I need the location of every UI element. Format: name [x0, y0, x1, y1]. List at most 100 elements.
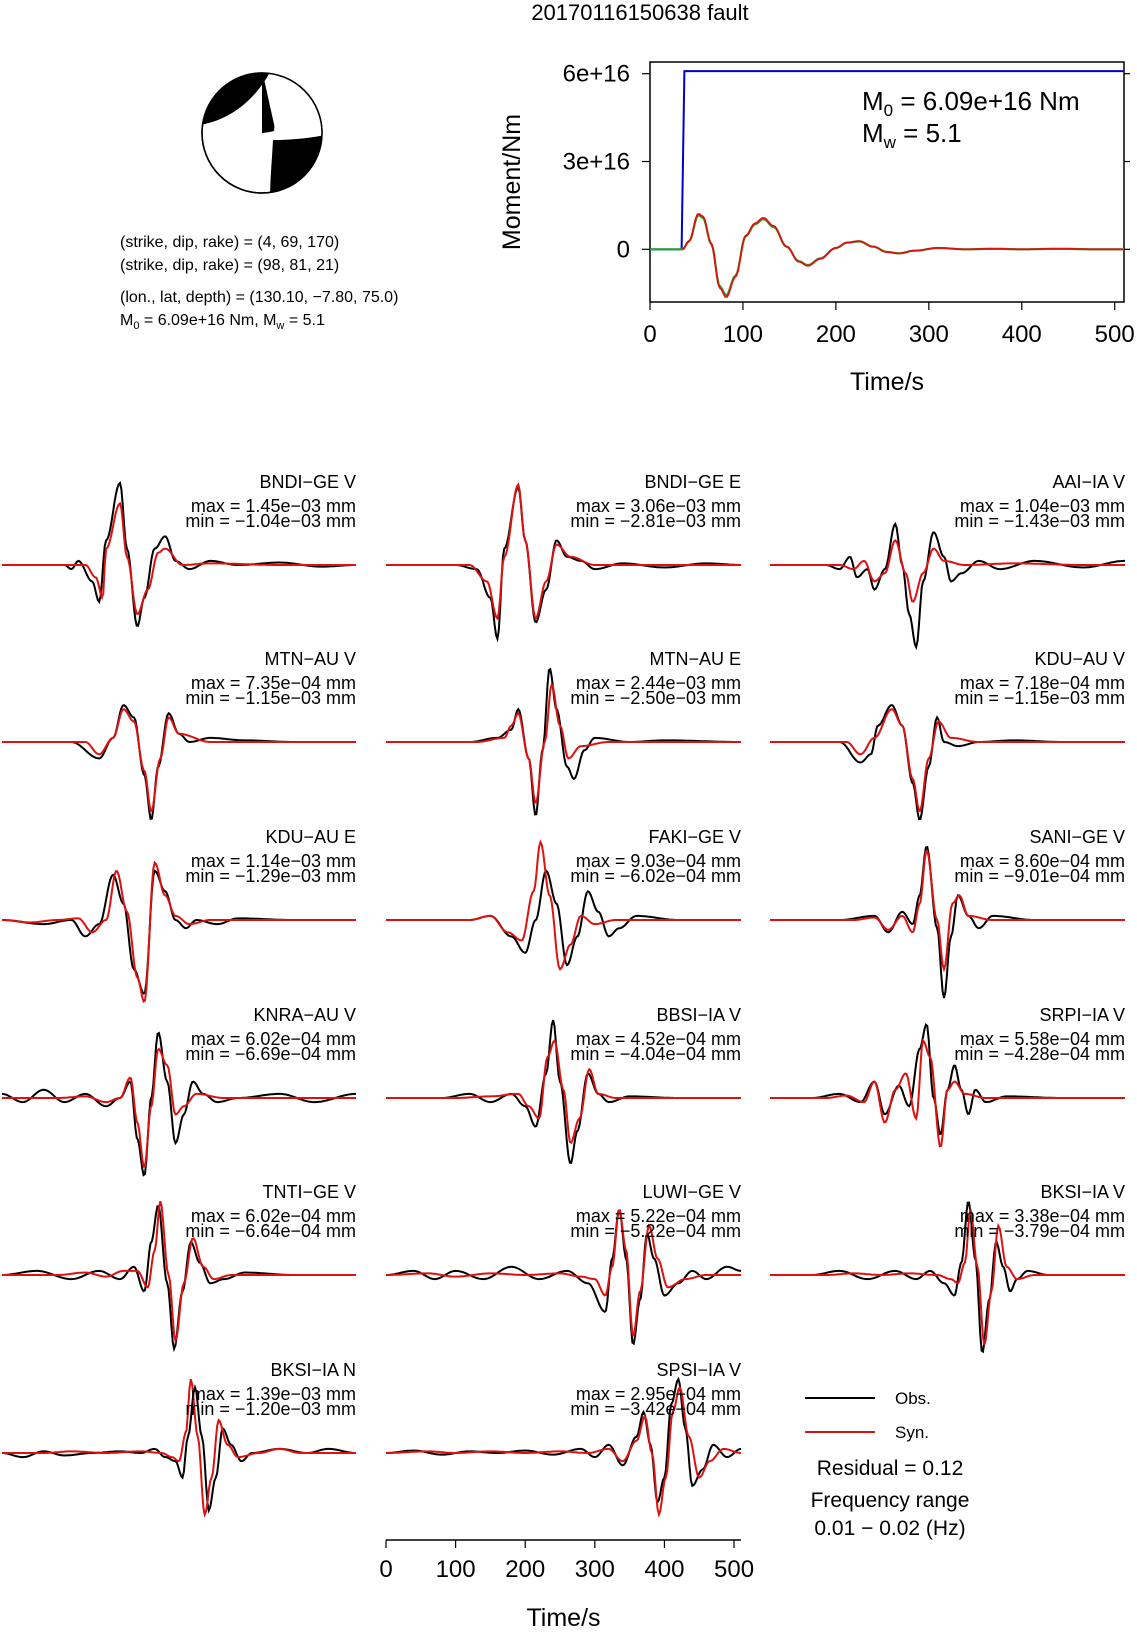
station-label: BKSI−IA N — [270, 1360, 356, 1380]
obs-trace — [770, 521, 1125, 651]
moment-y-tick-label: 3e+16 — [563, 149, 630, 176]
station-label: BNDI−GE V — [259, 472, 356, 492]
moment-plot-frame — [649, 61, 1125, 303]
trace-max-label: max = 5.58e−04 mm — [960, 1029, 1125, 1049]
trace-max-label: max = 7.18e−04 mm — [960, 673, 1125, 693]
figure-title: 20170116150638 fault — [531, 0, 748, 25]
syn-trace — [386, 482, 741, 621]
m0-subscript: 0 — [133, 320, 139, 332]
trace-min-label: min = −9.01e−04 mm — [954, 866, 1125, 886]
trace-min-label: min = −6.64e−04 mm — [185, 1221, 356, 1241]
moment-x-tick-label: 200 — [816, 321, 856, 348]
station-label: BKSI−IA V — [1040, 1182, 1125, 1202]
syn-trace — [770, 1209, 1125, 1345]
station-label: SPSI−IA V — [656, 1360, 741, 1380]
station-label: KNRA−AU V — [253, 1005, 356, 1025]
syn-trace — [770, 849, 1125, 973]
syn-trace — [2, 1200, 356, 1345]
station-label: SANI−GE V — [1029, 827, 1125, 847]
trace-min-label: min = −1.15e−03 mm — [954, 688, 1125, 708]
trace-min-label: min = −1.15e−03 mm — [185, 688, 356, 708]
trace-max-label: max = 1.14e−03 mm — [191, 851, 356, 871]
trace-max-label: max = 2.95e−04 mm — [576, 1384, 741, 1404]
obs-trace — [2, 869, 356, 995]
trace-min-label: min = −1.04e−03 mm — [185, 511, 356, 531]
moment-y-axis-label: Moment/Nm — [498, 114, 526, 250]
trace-min-label: min = −5.22e−04 mm — [570, 1221, 741, 1241]
trace-max-label: max = 3.06e−03 mm — [576, 496, 741, 516]
moment-magnitude-label: M0 = 6.09e+16 Nm, Mw = 5.1 — [120, 312, 325, 332]
station-label: KDU−AU E — [265, 827, 356, 847]
obs-trace — [770, 704, 1125, 821]
syn-trace — [770, 1038, 1125, 1148]
trace-min-label: min = −2.81e−03 mm — [570, 511, 741, 531]
station-label: MTN−AU V — [264, 649, 356, 669]
legend-syn-label: Syn. — [895, 1423, 929, 1442]
station-label: TNTI−GE V — [262, 1182, 356, 1202]
plane1-label: (strike, dip, rake) = (4, 69, 170) — [120, 234, 339, 251]
trace-max-label: max = 3.38e−04 mm — [960, 1206, 1125, 1226]
station-label: KDU−AU V — [1034, 649, 1125, 669]
syn-trace — [386, 1209, 741, 1338]
syn-trace — [2, 1378, 356, 1519]
time-axis-tick-label: 200 — [505, 1556, 545, 1583]
trace-min-label: min = −1.43e−03 mm — [954, 511, 1125, 531]
station-label: FAKI−GE V — [648, 827, 741, 847]
syn-trace — [2, 1047, 356, 1168]
trace-min-label: min = −1.20e−03 mm — [185, 1399, 356, 1419]
obs-trace — [2, 704, 356, 820]
trace-min-label: min = −3.79e−04 mm — [954, 1221, 1125, 1241]
trace-max-label: max = 6.02e−04 mm — [191, 1206, 356, 1226]
moment-y-tick-label: 6e+16 — [563, 61, 630, 88]
trace-max-label: max = 5.22e−04 mm — [576, 1206, 741, 1226]
time-axis-label: Time/s — [526, 1604, 600, 1632]
time-axis-tick-label: 100 — [436, 1556, 476, 1583]
trace-min-label: min = −4.28e−04 mm — [954, 1044, 1125, 1064]
station-label: LUWI−GE V — [642, 1182, 741, 1202]
moment-y-tick-label: 0 — [617, 236, 630, 263]
time-axis-tick-label: 300 — [575, 1556, 615, 1583]
syn-trace — [2, 708, 356, 813]
syn-trace — [386, 1385, 742, 1518]
waveform-time-axis: 0 100 200 300 400 500 Time/s — [379, 1539, 754, 1632]
moment-x-axis-label: Time/s — [850, 368, 924, 396]
location-label: (lon., lat, depth) = (130.10, −7.80, 75.… — [120, 289, 398, 306]
legend-obs-label: Obs. — [895, 1389, 931, 1408]
m0-symbol: M — [120, 312, 133, 329]
trace-max-label: max = 7.35e−04 mm — [191, 673, 356, 693]
trace-max-label: max = 1.04e−03 mm — [960, 496, 1125, 516]
moment-x-tick-label: 400 — [1002, 321, 1042, 348]
obs-trace — [386, 1376, 742, 1505]
syn-trace — [2, 860, 356, 1003]
m0-annotation: M0 = 6.09e+16 Nm — [862, 86, 1080, 120]
station-label: MTN−AU E — [649, 649, 741, 669]
mw-value: = 5.1 — [284, 312, 325, 329]
legend: Obs. Syn. Residual = 0.12 Frequency rang… — [805, 1389, 969, 1540]
plane2-label: (strike, dip, rake) = (98, 81, 21) — [120, 257, 339, 274]
time-axis-tick-label: 400 — [644, 1556, 684, 1583]
trace-min-label: min = −4.04e−04 mm — [570, 1044, 741, 1064]
station-label: BNDI−GE E — [644, 472, 741, 492]
syn-trace — [770, 708, 1125, 812]
trace-max-label: max = 6.02e−04 mm — [191, 1029, 356, 1049]
trace-max-label: max = 8.60e−04 mm — [960, 851, 1125, 871]
station-label: SRPI−IA V — [1039, 1005, 1125, 1025]
mw-annotation: Mw = 5.1 — [862, 118, 962, 152]
syn-trace — [386, 1038, 741, 1145]
trace-min-label: min = −1.29e−03 mm — [185, 866, 356, 886]
focal-mechanism-beachball — [201, 72, 323, 194]
moment-rate-green — [650, 213, 1124, 297]
